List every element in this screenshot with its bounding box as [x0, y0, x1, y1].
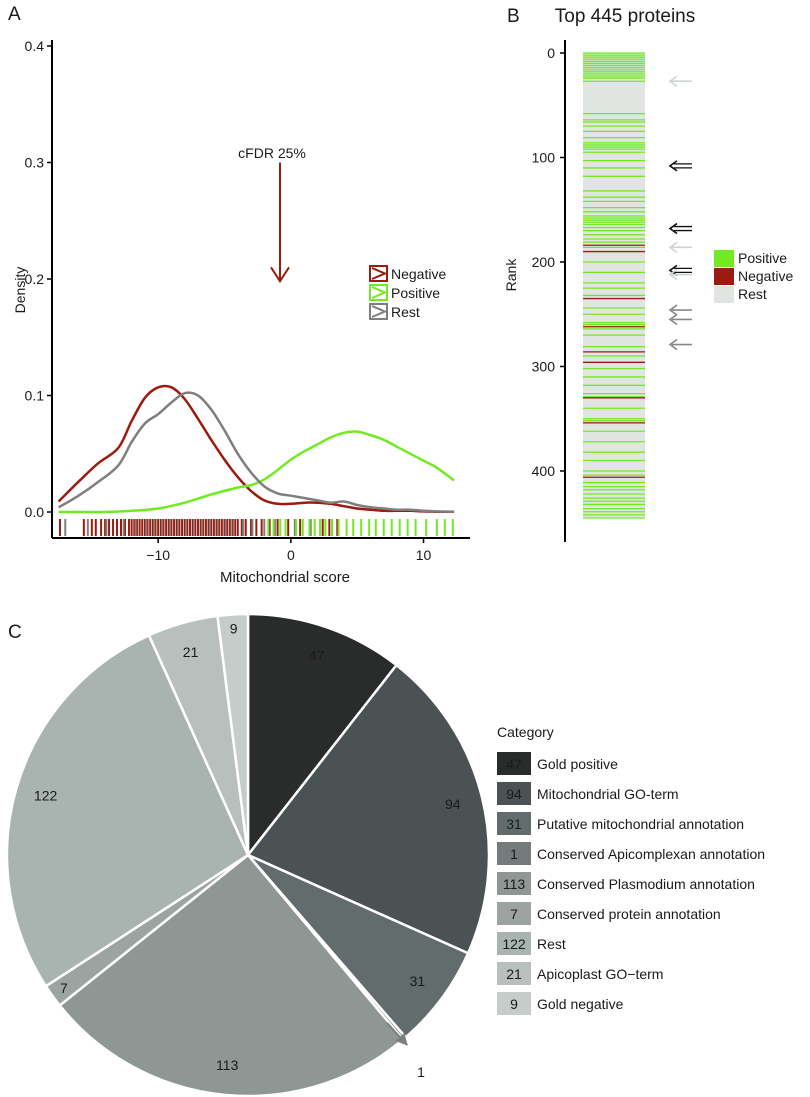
- legend-key-glyph: [371, 286, 388, 299]
- legend-swatch: [497, 932, 531, 955]
- legend-swatch: [497, 782, 531, 805]
- legend-label: Conserved Apicomplexan annotation: [537, 846, 765, 862]
- legend-swatch: [497, 752, 531, 775]
- legend-swatch: [497, 902, 531, 925]
- y-tick-label: 0: [547, 45, 555, 61]
- legend-label-rest: Rest: [738, 286, 767, 302]
- cfdr-arrow-head: [270, 266, 290, 284]
- rank-arrow-head: [668, 304, 678, 316]
- rank-arrow-head: [668, 338, 678, 351]
- panel-a-letter: A: [8, 4, 21, 25]
- pie-slice-gold-positive: [246, 612, 398, 857]
- legend-label: Putative mitochondrial annotation: [537, 816, 744, 832]
- legend-count: 94: [506, 786, 522, 802]
- legend-label: Gold negative: [537, 996, 624, 1012]
- pie-value-label: 94: [445, 796, 461, 812]
- rank-arrow-head: [668, 160, 678, 172]
- pie-value-label: 113: [216, 1057, 239, 1073]
- y-tick-label: 100: [532, 149, 556, 165]
- panel-a-x-label: Mitochondrial score: [220, 569, 350, 586]
- panel-b-y-label: Rank: [503, 258, 519, 292]
- legend-count: 31: [506, 816, 522, 832]
- pie-value-label: 122: [34, 788, 58, 804]
- pie-slice-gold-negative: [216, 612, 250, 857]
- legend-swatch: [497, 872, 531, 895]
- x-tick-label: 10: [416, 547, 432, 563]
- legend-count: 1: [510, 846, 518, 862]
- panel-b-title: Top 445 proteins: [555, 6, 696, 27]
- legend-count: 7: [510, 906, 518, 922]
- legend-label: Conserved Plasmodium annotation: [537, 876, 755, 892]
- y-tick-label: 300: [532, 358, 556, 374]
- density-line-negative: [57, 384, 455, 514]
- legend-label: Rest: [537, 936, 566, 952]
- pie-callout-arrow: [386, 1022, 408, 1046]
- cfdr-annotation: cFDR 25%: [238, 145, 306, 161]
- x-tick-label: 0: [287, 547, 295, 563]
- y-tick-label: 0.2: [25, 271, 45, 287]
- y-tick-label: 400: [532, 463, 556, 479]
- legend-swatch: [497, 842, 531, 865]
- legend-key-positive: [714, 250, 734, 267]
- pie-value-label: 7: [60, 980, 68, 996]
- legend-label-positive: Positive: [391, 285, 440, 301]
- legend-label-positive: Positive: [738, 250, 787, 266]
- pie-value-label: 9: [230, 621, 238, 637]
- legend-swatch: [497, 992, 531, 1015]
- legend-swatch: [497, 812, 531, 835]
- legend-label-rest: Rest: [391, 304, 420, 320]
- pie-value-label: 1: [417, 1064, 425, 1080]
- panel-b-rank-plot: B Top 445 proteins Rank 0 100 200 300 400 Po…: [503, 6, 793, 542]
- legend-swatch: [497, 962, 531, 985]
- rank-arrow-head: [668, 222, 678, 235]
- rank-arrow-head: [668, 75, 678, 87]
- y-tick-label: 0.4: [25, 38, 45, 54]
- panel-a-density-plot: A 0.0 0.1 0.2 0.3 0.4 −10 0 10 Density Mitocho…: [8, 4, 470, 586]
- legend-key-negative: [714, 268, 734, 285]
- legend-count: 21: [506, 966, 522, 982]
- pie-value-label: 47: [309, 648, 325, 664]
- legend-label-negative: Negative: [738, 268, 793, 284]
- y-tick-label: 0.1: [25, 388, 45, 404]
- y-tick-label: 0.0: [25, 504, 45, 520]
- x-tick-label: −10: [146, 547, 170, 563]
- panel-c-letter: C: [8, 622, 22, 643]
- density-line-positive: [58, 430, 455, 514]
- legend-label-negative: Negative: [391, 266, 446, 282]
- rank-strip-background: [583, 53, 645, 518]
- y-tick-label: 0.3: [25, 155, 45, 171]
- rank-arrow-head: [668, 241, 678, 254]
- rank-arrow-head: [668, 268, 678, 281]
- legend-label: Gold positive: [537, 756, 618, 772]
- density-line-rest: [57, 391, 455, 513]
- legend-count: 47: [506, 756, 522, 772]
- legend-label: Mitochondrial GO-term: [537, 786, 679, 802]
- legend-key-rest: [714, 286, 734, 303]
- panel-a-y-label: Density: [12, 267, 28, 314]
- pie-value-label: 21: [183, 644, 199, 660]
- legend-key-glyph: [371, 267, 388, 280]
- legend-label: Conserved protein annotation: [537, 906, 721, 922]
- rank-arrow-head: [668, 313, 678, 326]
- legend-count: 122: [502, 936, 526, 952]
- legend-key-glyph: [371, 305, 388, 318]
- pie-legend-title: Category: [497, 724, 554, 740]
- panel-b-letter: B: [507, 6, 520, 27]
- pie-value-label: 31: [410, 973, 426, 989]
- panel-c-pie-chart: C 47 94 31 1 113 7 122 21 9 Category 47 Gold posi…: [5, 612, 765, 1097]
- legend-label: Apicoplast GO−term: [537, 966, 663, 982]
- legend-count: 113: [503, 876, 526, 892]
- legend-count: 9: [510, 996, 518, 1012]
- y-tick-label: 200: [532, 254, 556, 270]
- rank-arrow-head: [668, 264, 678, 276]
- pie-slice-conserved-plasmodium-annotation: [58, 853, 405, 1097]
